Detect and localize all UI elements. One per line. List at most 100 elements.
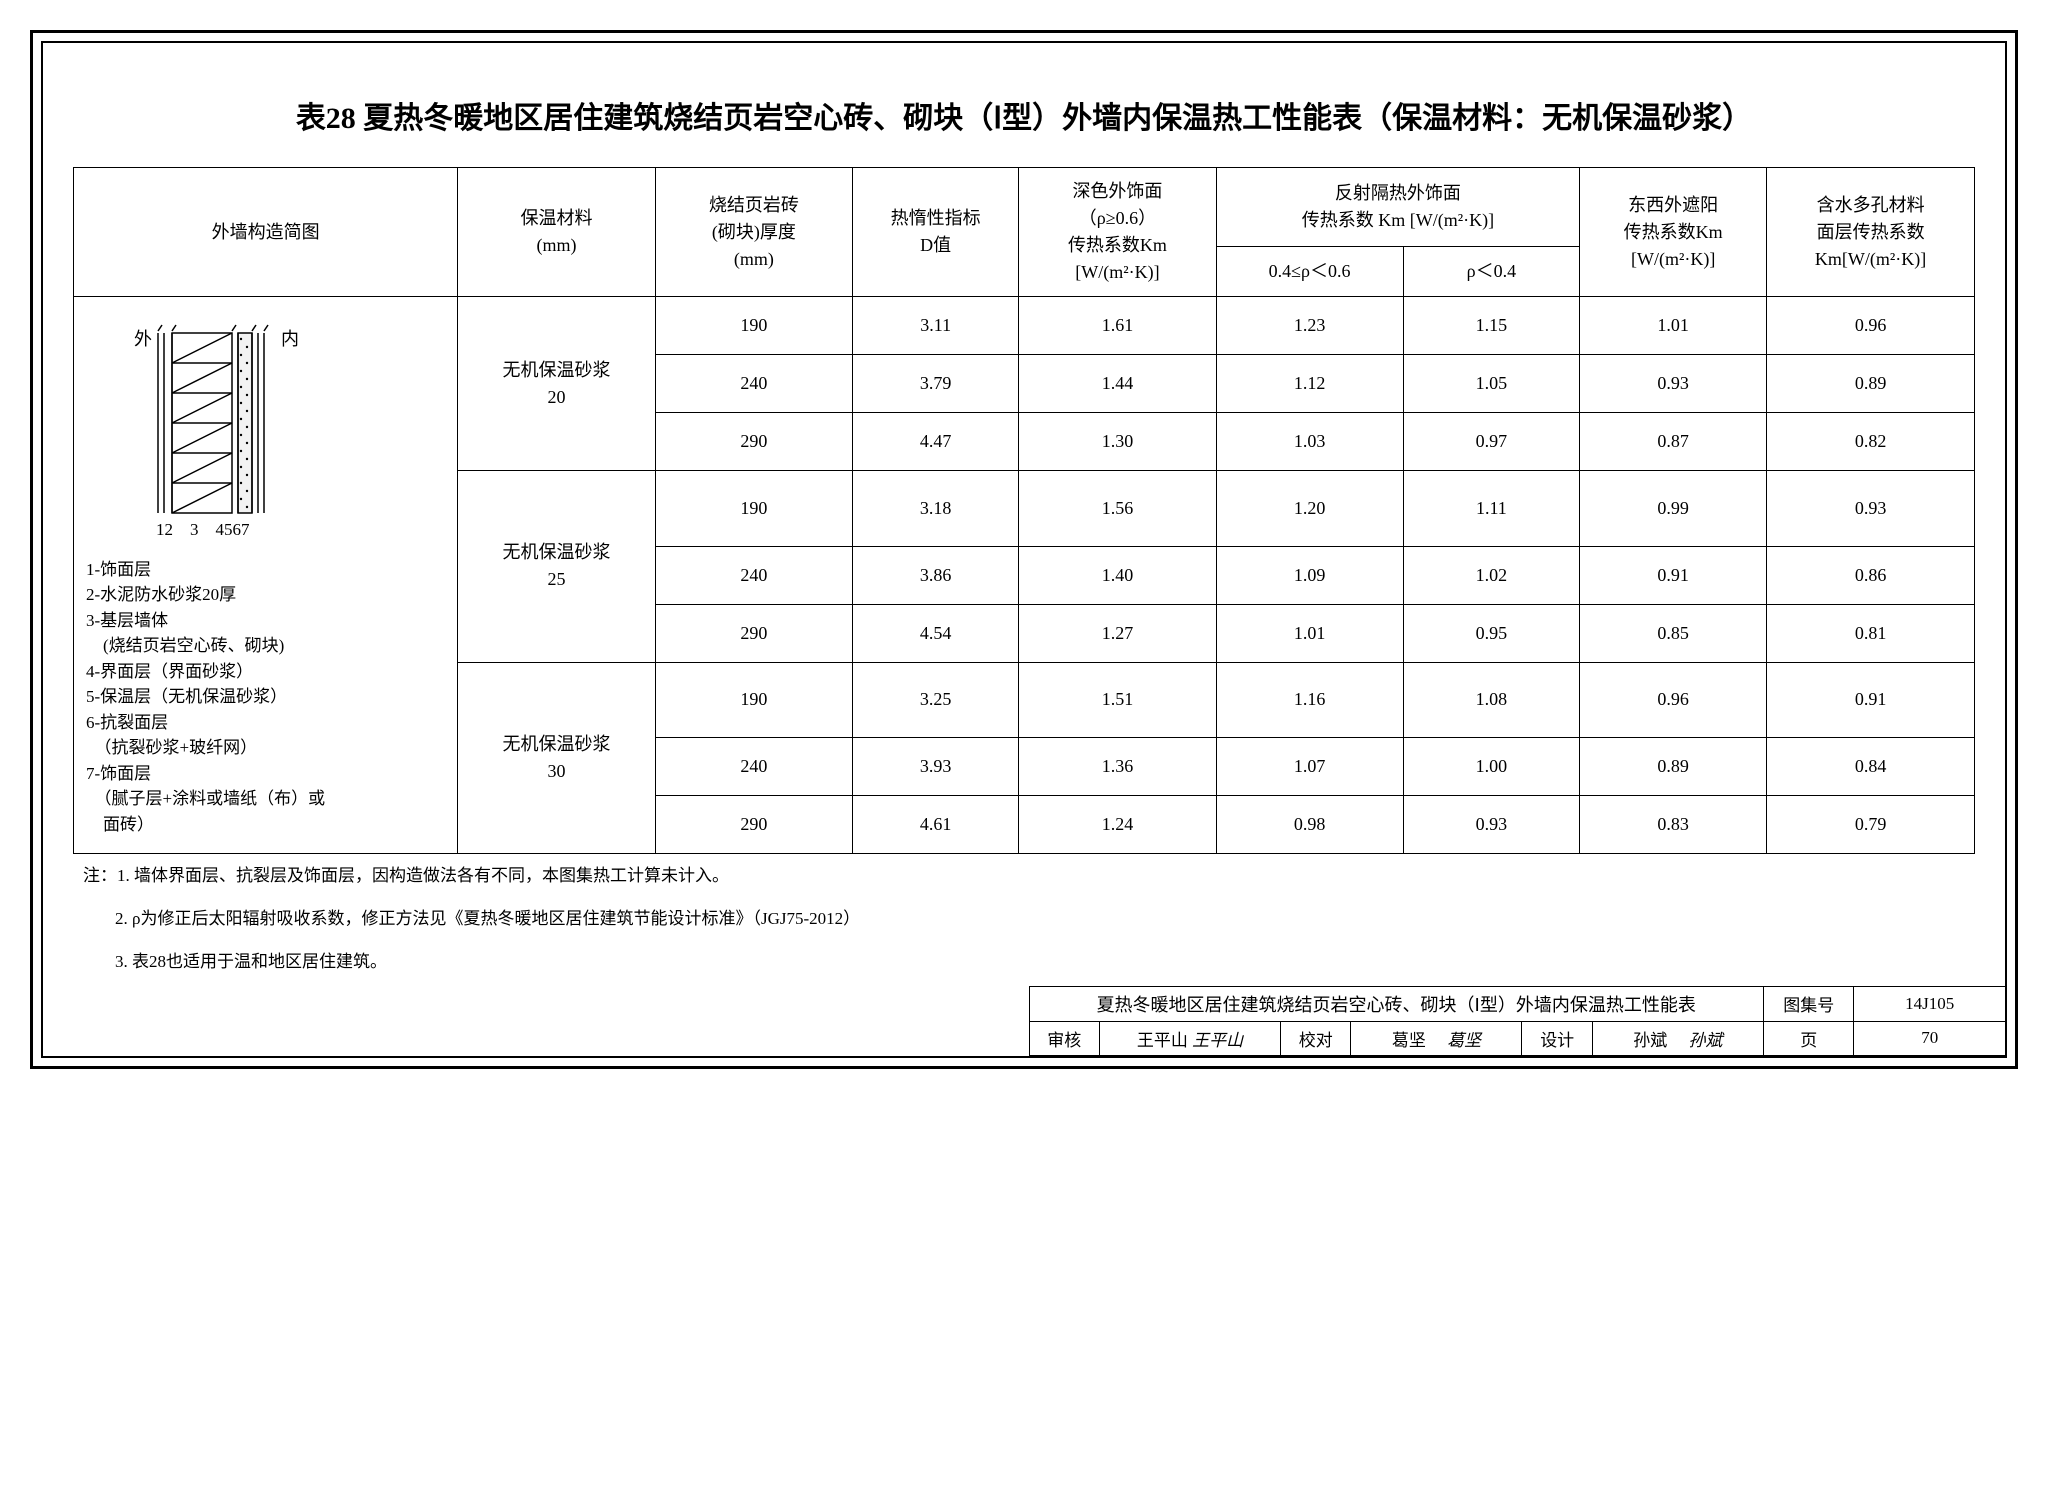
value-cell: 0.82 bbox=[1767, 413, 1975, 471]
diagram-legend: 1-饰面层 2-水泥防水砂浆20厚 3-基层墙体 (烧结页岩空心砖、砌块) 4-… bbox=[86, 557, 445, 838]
table-title: 表28 夏热冬暖地区居住建筑烧结页岩空心砖、砌块（Ⅰ型）外墙内保温热工性能表（保… bbox=[73, 93, 1975, 137]
material-cell: 无机保温砂浆 20 bbox=[458, 297, 655, 471]
value-cell: 0.96 bbox=[1580, 662, 1767, 738]
value-cell: 1.15 bbox=[1403, 297, 1580, 355]
diagram-cell: 外内12 3 45671-饰面层 2-水泥防水砂浆20厚 3-基层墙体 (烧结页… bbox=[74, 297, 458, 854]
col-thickness: 烧结页岩砖 (砌块)厚度 (mm) bbox=[655, 168, 852, 297]
table-body: 外内12 3 45671-饰面层 2-水泥防水砂浆20厚 3-基层墙体 (烧结页… bbox=[74, 297, 1975, 854]
value-cell: 0.89 bbox=[1580, 738, 1767, 796]
note-2: 2. ρ为修正后太阳辐射吸收系数，修正方法见《夏热冬暖地区居住建筑节能设计标准》… bbox=[73, 897, 1975, 940]
tb-atlas-label: 图集号 bbox=[1763, 986, 1854, 1021]
titleblock: 夏热冬暖地区居住建筑烧结页岩空心砖、砌块（Ⅰ型）外墙内保温热工性能表 图集号 1… bbox=[43, 986, 2005, 1056]
value-cell: 290 bbox=[655, 413, 852, 471]
tb-designer-name: 孙斌 bbox=[1633, 1031, 1667, 1050]
value-cell: 1.30 bbox=[1019, 413, 1216, 471]
col-material: 保温材料 (mm) bbox=[458, 168, 655, 297]
tb-page-label: 页 bbox=[1763, 1021, 1854, 1055]
inner-frame: 表28 夏热冬暖地区居住建筑烧结页岩空心砖、砌块（Ⅰ型）外墙内保温热工性能表（保… bbox=[41, 41, 2007, 1058]
value-cell: 0.98 bbox=[1216, 796, 1403, 854]
tb-checker-sig: 葛坚 bbox=[1447, 1031, 1481, 1050]
wall-diagram-svg: 外内12 3 4567 bbox=[116, 313, 316, 543]
value-cell: 1.00 bbox=[1403, 738, 1580, 796]
col-shade-km: 东西外遮阳 传热系数Km [W/(m²·K)] bbox=[1580, 168, 1767, 297]
tb-atlas-no: 14J105 bbox=[1854, 986, 2005, 1021]
value-cell: 0.95 bbox=[1403, 604, 1580, 662]
value-cell: 0.99 bbox=[1580, 471, 1767, 547]
material-cell: 无机保温砂浆 30 bbox=[458, 662, 655, 854]
tb-checker-name: 葛坚 bbox=[1392, 1031, 1426, 1050]
tb-review-label: 审核 bbox=[1029, 1021, 1099, 1055]
page-frame: 表28 夏热冬暖地区居住建筑烧结页岩空心砖、砌块（Ⅰ型）外墙内保温热工性能表（保… bbox=[30, 30, 2018, 1069]
tb-reviewer-sig: 王平山 bbox=[1192, 1031, 1243, 1050]
value-cell: 3.86 bbox=[853, 546, 1019, 604]
value-cell: 1.01 bbox=[1580, 297, 1767, 355]
value-cell: 4.61 bbox=[853, 796, 1019, 854]
value-cell: 290 bbox=[655, 604, 852, 662]
titleblock-wrap: 夏热冬暖地区居住建筑烧结页岩空心砖、砌块（Ⅰ型）外墙内保温热工性能表 图集号 1… bbox=[43, 986, 2005, 1056]
col-dark-km: 深色外饰面 （ρ≥0.6） 传热系数Km [W/(m²·K)] bbox=[1019, 168, 1216, 297]
tb-reviewer: 王平山 王平山 bbox=[1099, 1021, 1280, 1055]
value-cell: 4.54 bbox=[853, 604, 1019, 662]
value-cell: 1.02 bbox=[1403, 546, 1580, 604]
value-cell: 0.81 bbox=[1767, 604, 1975, 662]
value-cell: 1.27 bbox=[1019, 604, 1216, 662]
value-cell: 1.24 bbox=[1019, 796, 1216, 854]
tb-page-no: 70 bbox=[1854, 1021, 2005, 1055]
value-cell: 1.12 bbox=[1216, 355, 1403, 413]
value-cell: 0.89 bbox=[1767, 355, 1975, 413]
value-cell: 1.07 bbox=[1216, 738, 1403, 796]
tb-designer-sig: 孙斌 bbox=[1689, 1031, 1723, 1050]
value-cell: 4.47 bbox=[853, 413, 1019, 471]
tb-check-label: 校对 bbox=[1281, 1021, 1351, 1055]
value-cell: 0.93 bbox=[1403, 796, 1580, 854]
value-cell: 240 bbox=[655, 738, 852, 796]
value-cell: 1.05 bbox=[1403, 355, 1580, 413]
value-cell: 3.18 bbox=[853, 471, 1019, 547]
value-cell: 0.84 bbox=[1767, 738, 1975, 796]
value-cell: 1.20 bbox=[1216, 471, 1403, 547]
col-rho-low: ρ＜0.4 bbox=[1403, 246, 1580, 296]
tb-spacer bbox=[43, 986, 1029, 1021]
value-cell: 190 bbox=[655, 662, 852, 738]
value-cell: 1.09 bbox=[1216, 546, 1403, 604]
value-cell: 0.97 bbox=[1403, 413, 1580, 471]
value-cell: 0.87 bbox=[1580, 413, 1767, 471]
value-cell: 240 bbox=[655, 355, 852, 413]
performance-table: 外墙构造简图 保温材料 (mm) 烧结页岩砖 (砌块)厚度 (mm) 热惰性指标… bbox=[73, 167, 1975, 854]
value-cell: 240 bbox=[655, 546, 852, 604]
material-cell: 无机保温砂浆 25 bbox=[458, 471, 655, 663]
col-diagram: 外墙构造简图 bbox=[74, 168, 458, 297]
value-cell: 1.01 bbox=[1216, 604, 1403, 662]
table-header: 外墙构造简图 保温材料 (mm) 烧结页岩砖 (砌块)厚度 (mm) 热惰性指标… bbox=[74, 168, 1975, 297]
value-cell: 0.79 bbox=[1767, 796, 1975, 854]
value-cell: 290 bbox=[655, 796, 852, 854]
value-cell: 3.79 bbox=[853, 355, 1019, 413]
note-3: 3. 表28也适用于温和地区居住建筑。 bbox=[73, 940, 1975, 983]
table-row: 外内12 3 45671-饰面层 2-水泥防水砂浆20厚 3-基层墙体 (烧结页… bbox=[74, 297, 1975, 355]
value-cell: 0.86 bbox=[1767, 546, 1975, 604]
value-cell: 3.11 bbox=[853, 297, 1019, 355]
value-cell: 0.91 bbox=[1767, 662, 1975, 738]
value-cell: 0.93 bbox=[1580, 355, 1767, 413]
value-cell: 3.93 bbox=[853, 738, 1019, 796]
value-cell: 190 bbox=[655, 297, 852, 355]
col-porous-km: 含水多孔材料 面层传热系数 Km[W/(m²·K)] bbox=[1767, 168, 1975, 297]
value-cell: 0.96 bbox=[1767, 297, 1975, 355]
value-cell: 1.11 bbox=[1403, 471, 1580, 547]
value-cell: 1.56 bbox=[1019, 471, 1216, 547]
value-cell: 0.91 bbox=[1580, 546, 1767, 604]
tb-long-title: 夏热冬暖地区居住建筑烧结页岩空心砖、砌块（Ⅰ型）外墙内保温热工性能表 bbox=[1029, 986, 1763, 1021]
value-cell: 1.40 bbox=[1019, 546, 1216, 604]
value-cell: 1.03 bbox=[1216, 413, 1403, 471]
col-d-value: 热惰性指标 D值 bbox=[853, 168, 1019, 297]
value-cell: 1.16 bbox=[1216, 662, 1403, 738]
col-rho-mid: 0.4≤ρ＜0.6 bbox=[1216, 246, 1403, 296]
value-cell: 1.23 bbox=[1216, 297, 1403, 355]
value-cell: 3.25 bbox=[853, 662, 1019, 738]
svg-text:12 3 4567: 12 3 4567 bbox=[156, 520, 250, 539]
tb-checker: 葛坚 葛坚 bbox=[1351, 1021, 1522, 1055]
value-cell: 0.85 bbox=[1580, 604, 1767, 662]
col-reflective-group: 反射隔热外饰面 传热系数 Km [W/(m²·K)] bbox=[1216, 168, 1580, 247]
value-cell: 1.51 bbox=[1019, 662, 1216, 738]
value-cell: 1.61 bbox=[1019, 297, 1216, 355]
